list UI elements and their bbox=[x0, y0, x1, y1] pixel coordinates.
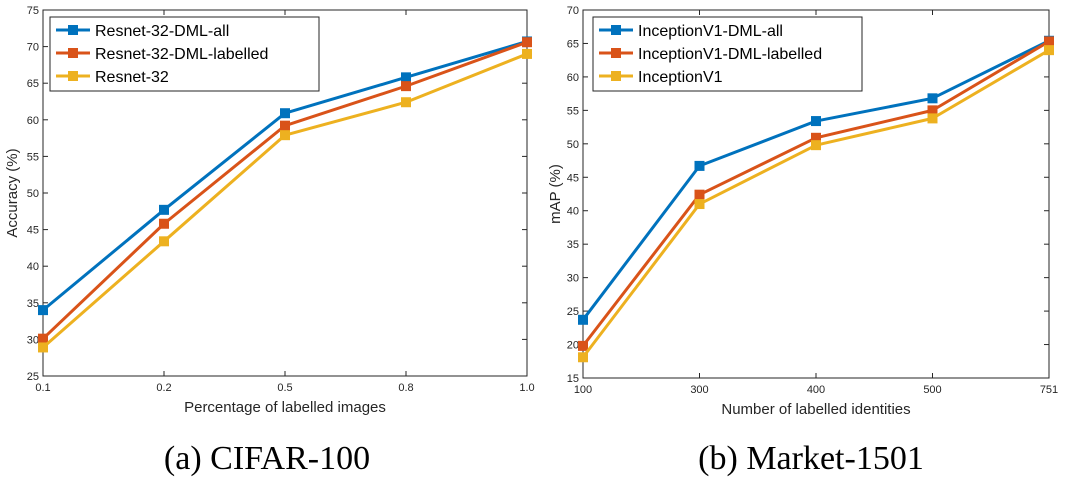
x-tick-label: 751 bbox=[1040, 384, 1058, 396]
x-tick-label: 0.1 bbox=[35, 382, 50, 394]
x-axis-label: Percentage of labelled images bbox=[184, 399, 386, 416]
x-tick-label: 300 bbox=[690, 384, 708, 396]
y-tick-label: 45 bbox=[567, 172, 579, 184]
y-tick-label: 20 bbox=[567, 340, 579, 352]
y-tick-label: 60 bbox=[567, 72, 579, 84]
data-point-marker bbox=[811, 116, 821, 127]
y-tick-label: 15 bbox=[567, 373, 579, 385]
y-tick-label: 55 bbox=[567, 105, 579, 117]
chart-market1501: 15 20 25 30 35 40 45 50 55 60 65 70 100 300 400 500 751 N… bbox=[547, 5, 1058, 477]
data-point-marker bbox=[578, 340, 588, 351]
y-tick-label: 50 bbox=[27, 188, 39, 200]
data-point-marker bbox=[401, 72, 411, 83]
y-tick-label: 40 bbox=[27, 261, 39, 273]
legend-swatch-marker bbox=[611, 71, 621, 81]
y-tick-label: 70 bbox=[567, 5, 579, 17]
x-tick-label: 100 bbox=[574, 384, 592, 396]
y-tick-label: 70 bbox=[27, 42, 39, 54]
data-point-marker bbox=[159, 204, 169, 215]
legend-item: InceptionV1-DML-labelled bbox=[599, 46, 822, 63]
x-tick-label: 1.0 bbox=[519, 382, 534, 394]
chart-caption: (b) Market-1501 bbox=[698, 440, 924, 477]
x-tick-label: 0.8 bbox=[398, 382, 413, 394]
data-point-marker bbox=[694, 199, 705, 210]
y-tick-label: 50 bbox=[567, 139, 579, 151]
data-point-marker bbox=[578, 352, 588, 363]
y-tick-label: 35 bbox=[567, 239, 579, 251]
data-point-marker bbox=[159, 236, 169, 247]
y-tick-label: 55 bbox=[27, 151, 39, 163]
data-point-marker bbox=[811, 132, 821, 143]
data-point-marker bbox=[1044, 45, 1054, 56]
legend-label: Resnet-32 bbox=[95, 69, 169, 86]
data-point-marker bbox=[694, 189, 705, 200]
data-point-marker bbox=[280, 120, 290, 131]
legend-label: InceptionV1 bbox=[638, 69, 723, 86]
data-point-marker bbox=[38, 342, 48, 353]
legend-item: InceptionV1-DML-all bbox=[599, 23, 783, 40]
y-tick-label: 65 bbox=[567, 38, 579, 50]
y-axis-label: mAP (%) bbox=[547, 164, 564, 224]
legend-swatch-marker bbox=[68, 71, 78, 81]
legend: InceptionV1-DML-all InceptionV1-DML-label… bbox=[592, 16, 863, 92]
legend-label: Resnet-32-DML-labelled bbox=[95, 46, 268, 63]
y-tick-label: 35 bbox=[27, 298, 39, 310]
data-point-marker bbox=[38, 305, 48, 316]
y-tick-label: 40 bbox=[567, 206, 579, 218]
legend-box bbox=[592, 16, 863, 92]
legend-box bbox=[49, 16, 320, 92]
legend-item: Resnet-32-DML-all bbox=[56, 23, 229, 40]
data-point-marker bbox=[280, 130, 290, 141]
data-point-marker bbox=[522, 48, 532, 59]
y-tick-label: 75 bbox=[27, 5, 39, 17]
x-tick-label: 0.2 bbox=[156, 382, 171, 394]
legend-swatch-marker bbox=[68, 25, 78, 35]
y-tick-label: 30 bbox=[567, 273, 579, 285]
legend-item: Resnet-32 bbox=[56, 69, 169, 86]
chart-cifar100: 25 30 35 40 45 50 55 60 65 70 75 0.1 0.2 0.5 0.8 1.0 Per… bbox=[4, 5, 535, 477]
legend-swatch-marker bbox=[68, 48, 78, 58]
data-point-marker bbox=[159, 218, 169, 229]
data-point-marker bbox=[927, 113, 938, 124]
legend-label: InceptionV1-DML-labelled bbox=[638, 46, 822, 63]
data-point-marker bbox=[927, 105, 938, 116]
legend-label: Resnet-32-DML-all bbox=[95, 23, 229, 40]
chart-caption: (a) CIFAR-100 bbox=[164, 440, 370, 477]
data-point-marker bbox=[927, 93, 938, 104]
data-point-marker bbox=[1044, 36, 1054, 47]
x-tick-label: 500 bbox=[923, 384, 941, 396]
y-tick-label: 65 bbox=[27, 78, 39, 90]
y-tick-label: 60 bbox=[27, 115, 39, 127]
x-tick-label: 400 bbox=[807, 384, 825, 396]
y-tick-label: 30 bbox=[27, 334, 39, 346]
data-point-marker bbox=[522, 37, 532, 48]
legend-swatch-marker bbox=[611, 25, 621, 35]
legend-item: InceptionV1 bbox=[599, 69, 723, 86]
y-tick-label: 25 bbox=[567, 306, 579, 318]
legend-swatch-marker bbox=[611, 48, 621, 58]
legend-item: Resnet-32-DML-labelled bbox=[56, 46, 268, 63]
data-point-marker bbox=[811, 140, 821, 151]
data-point-marker bbox=[401, 81, 411, 92]
x-tick-label: 0.5 bbox=[277, 382, 292, 394]
legend-label: InceptionV1-DML-all bbox=[638, 23, 783, 40]
data-point-marker bbox=[280, 108, 290, 119]
y-axis-label: Accuracy (%) bbox=[4, 148, 21, 237]
data-point-marker bbox=[38, 333, 48, 344]
data-point-marker bbox=[578, 314, 588, 325]
data-point-marker bbox=[401, 97, 411, 108]
y-tick-label: 25 bbox=[27, 371, 39, 383]
legend: Resnet-32-DML-all Resnet-32-DML-labelled R… bbox=[49, 16, 320, 92]
data-point-marker bbox=[694, 160, 705, 171]
y-tick-label: 45 bbox=[27, 225, 39, 237]
x-axis-label: Number of labelled identities bbox=[721, 401, 910, 418]
